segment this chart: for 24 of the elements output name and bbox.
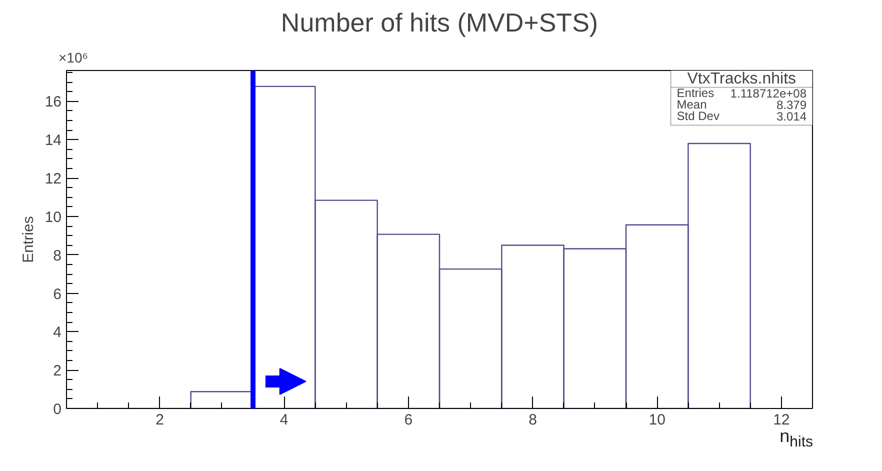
- annotation: 8.379: [776, 98, 807, 112]
- x-tick-label: 6: [404, 412, 413, 428]
- annotation: VtxTracks.nhits: [687, 70, 796, 88]
- annotation: Entries: [676, 86, 714, 100]
- annotation: Std Dev: [676, 109, 720, 124]
- annotation: Mean: [676, 98, 707, 112]
- y-tick-label: 14: [44, 132, 62, 150]
- y-tick-label: 10: [44, 208, 62, 226]
- x-tick-label: 10: [648, 412, 666, 428]
- y-tick-label: 2: [53, 362, 62, 380]
- y-tick-label: 8: [53, 247, 62, 264]
- y-axis-title: Entries: [20, 216, 37, 263]
- chart-title: Number of hits (MVD+STS): [280, 8, 598, 38]
- x-tick-label: 4: [280, 412, 288, 428]
- annotation: 3.014: [776, 110, 807, 124]
- y-tick-label: 0: [53, 401, 62, 418]
- x-tick-label: 8: [528, 412, 537, 428]
- y-tick-label: 4: [53, 324, 62, 342]
- x-tick-label: 2: [156, 412, 164, 428]
- y-tick-label: 12: [44, 170, 62, 188]
- y-tick-label: 6: [53, 286, 62, 303]
- y-tick-label: 16: [44, 94, 62, 111]
- annotation: 1.118712e+08: [730, 86, 807, 101]
- text: ×10⁶: [58, 50, 88, 66]
